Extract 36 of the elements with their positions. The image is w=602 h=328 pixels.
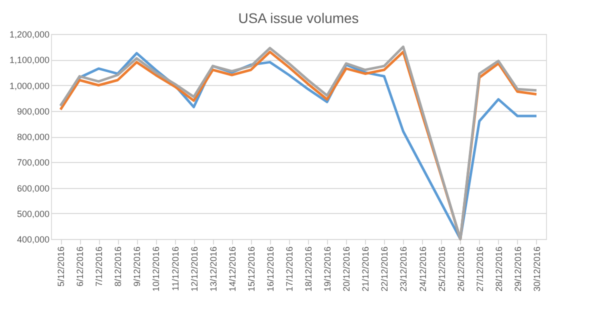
y-tick-label: 1,000,000 <box>9 80 50 91</box>
x-tick-label: 23/12/2016 <box>398 246 409 292</box>
x-tick-label: 13/12/2016 <box>208 246 218 292</box>
y-tick-label: 1,200,000 <box>9 30 50 40</box>
x-tick-label: 18/12/2016 <box>304 246 314 292</box>
x-tick-label: 20/12/2016 <box>342 246 352 292</box>
y-tick-label: 800,000 <box>16 132 50 142</box>
x-tick-label: 15/12/2016 <box>246 246 256 292</box>
x-tick-label: 8/12/2016 <box>113 246 124 287</box>
x-tick-label: 11/12/2016 <box>170 246 180 291</box>
x-tick-label: 6/12/2016 <box>75 246 86 287</box>
x-tick-label: 12/12/2016 <box>189 246 200 292</box>
x-tick-label: 22/12/2016 <box>380 246 390 292</box>
y-tick-label: 1,100,000 <box>9 55 50 66</box>
x-tick-label: 29/12/2016 <box>512 246 523 292</box>
x-tick-label: 24/12/2016 <box>418 246 428 292</box>
chart-title: USA issue volumes <box>238 10 359 26</box>
x-tick-label: 14/12/2016 <box>227 246 238 292</box>
y-tick-label: 600,000 <box>16 183 50 194</box>
x-tick-label: 27/12/2016 <box>474 246 485 292</box>
x-tick-label: 10/12/2016 <box>151 246 162 292</box>
x-tick-label: 19/12/2016 <box>322 246 333 292</box>
y-tick-label: 500,000 <box>16 208 50 219</box>
x-tick-label: 21/12/2016 <box>360 246 371 292</box>
x-tick-label: 30/12/2016 <box>532 246 542 292</box>
x-tick-label: 17/12/2016 <box>284 246 294 292</box>
x-tick-label: 7/12/2016 <box>94 246 104 287</box>
x-tick-label: 26/12/2016 <box>456 246 466 292</box>
x-tick-label: 25/12/2016 <box>436 246 447 292</box>
y-tick-label: 400,000 <box>16 234 50 244</box>
x-tick-label: 16/12/2016 <box>265 246 276 292</box>
y-tick-label: 700,000 <box>16 158 50 168</box>
x-tick-label: 9/12/2016 <box>132 246 142 287</box>
x-tick-label: 5/12/2016 <box>56 246 66 287</box>
x-tick-label: 28/12/2016 <box>494 246 504 292</box>
y-tick-label: 900,000 <box>16 106 50 116</box>
